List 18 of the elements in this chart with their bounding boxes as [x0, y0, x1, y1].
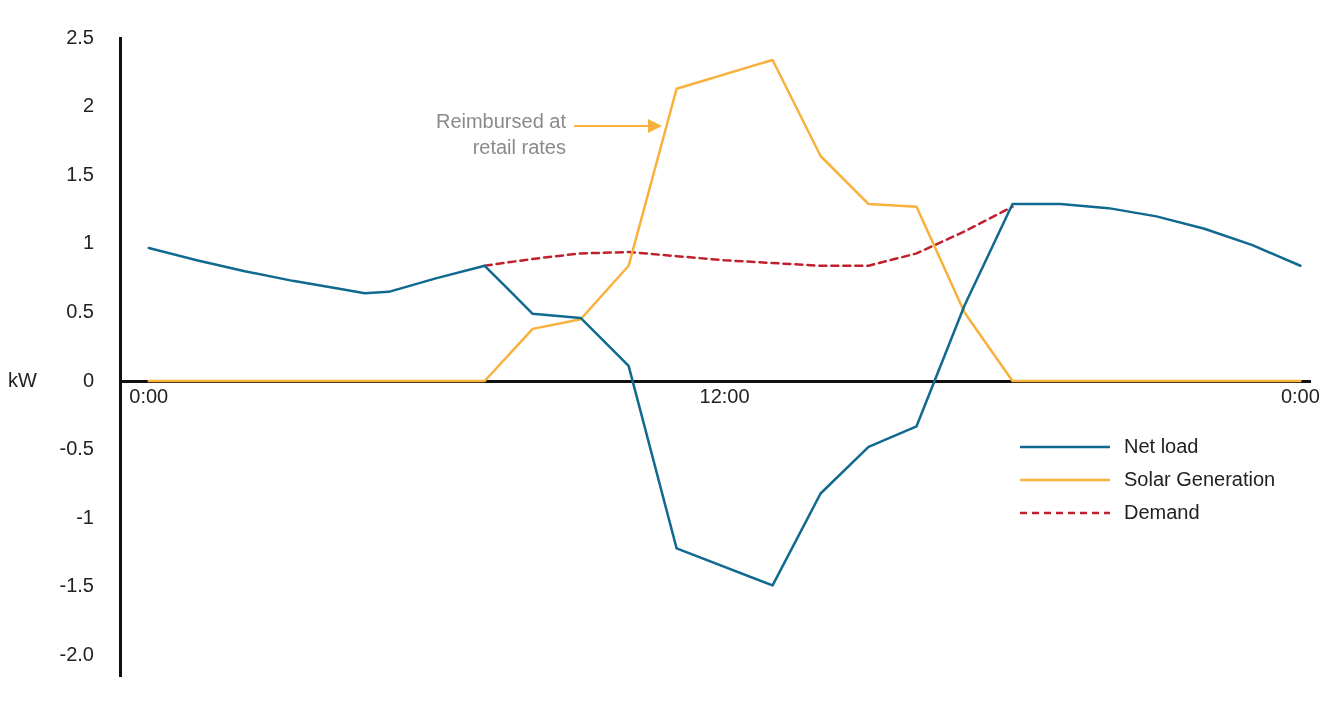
y-tick-label: -0.5: [59, 437, 94, 460]
y-axis-title: kW: [8, 368, 37, 391]
legend-label: Demand: [1124, 500, 1200, 523]
y-tick-label: -1.5: [59, 574, 94, 597]
x-tick-label: 0:00: [1280, 384, 1320, 407]
y-tick-label: 2.5: [66, 25, 94, 48]
y-tick-label: 0.5: [66, 299, 94, 322]
annotation: Reimbursed at retail rates: [434, 109, 566, 160]
y-tick-label: 1: [82, 231, 94, 254]
legend-label: Solar Generation: [1124, 467, 1276, 490]
y-tick-label: 0: [82, 368, 94, 391]
x-tick-label: 12:00: [699, 384, 750, 407]
legend-label: Net load: [1124, 434, 1199, 457]
y-tick-label: 2: [82, 94, 94, 117]
y-tick-label: -1: [76, 505, 94, 528]
y-tick-label: 1.5: [66, 162, 94, 185]
x-tick-label: 0:00: [129, 384, 169, 407]
y-tick-label: -2.0: [59, 642, 94, 665]
